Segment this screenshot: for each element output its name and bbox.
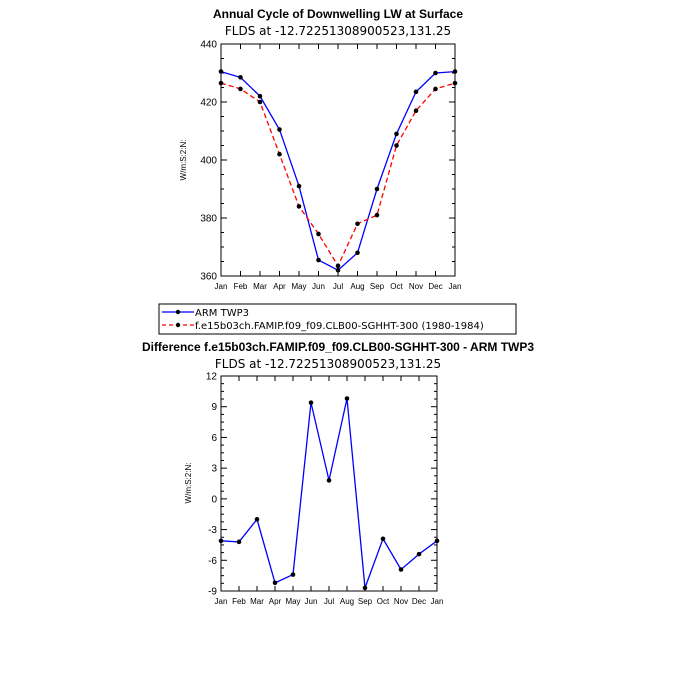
top-chart-xtick-label: Oct xyxy=(390,282,403,291)
top-chart-series-1-point xyxy=(452,80,458,86)
bottom-chart-series-0-point xyxy=(272,580,278,586)
bottom-chart-xtick-label: May xyxy=(285,597,300,606)
top-chart-series-1-point xyxy=(335,263,341,269)
top-chart-series-1-point xyxy=(374,212,380,218)
top-chart-series-0-line xyxy=(220,70,456,271)
legend-label-model: f.e15b03ch.FAMIP.f09_f09.CLB00-SGHHT-300… xyxy=(195,321,484,332)
top-chart-xtick-label: Mar xyxy=(253,282,267,291)
bottom-chart-series-0-point xyxy=(416,551,422,557)
top-chart-xtick-label: Jun xyxy=(312,282,325,291)
top-chart-ytick-label: 420 xyxy=(200,98,217,109)
bottom-chart-xtick-label: Nov xyxy=(394,597,408,606)
legend-marker-model xyxy=(175,322,181,328)
top-chart-ytick-label: 360 xyxy=(200,272,217,283)
top-chart-series-0-point xyxy=(296,183,302,189)
bottom-chart-series-0-point xyxy=(236,539,242,545)
top-chart-series-1-line xyxy=(220,82,456,268)
legend-box xyxy=(158,303,517,335)
top-chart-series-0-point xyxy=(218,69,224,74)
top-chart-xtick-label: Nov xyxy=(409,282,423,291)
top-chart-series-0-point xyxy=(335,267,341,273)
top-chart-series-1-point xyxy=(316,231,321,237)
bottom-chart-xtick-label: Jul xyxy=(324,597,334,606)
bottom-chart-series-0-point xyxy=(434,538,440,544)
top-chart-xtick-label: Aug xyxy=(350,282,364,291)
bottom-chart-frame xyxy=(220,375,438,592)
top-chart-series-1-point xyxy=(238,86,243,92)
bottom-chart-xtick-label: Sep xyxy=(358,597,373,606)
bottom-chart-ytick-label: -6 xyxy=(208,556,217,567)
top-chart-xtick-label: Sep xyxy=(370,282,385,291)
top-chart-series-0-point xyxy=(355,250,360,256)
bottom-chart-series-0-point xyxy=(380,536,386,542)
top-chart-series-0-point xyxy=(277,127,282,132)
top-chart-series-1-point xyxy=(218,80,224,86)
bottom-chart-xtick-label: Oct xyxy=(377,597,390,606)
legend: ARM TWP3 f.e15b03ch.FAMIP.f09_f09.CLB00-… xyxy=(158,303,517,335)
top-chart-series-1-point xyxy=(394,143,399,148)
bottom-chart-ylabel: W/m:S:2:N: xyxy=(184,463,193,504)
bottom-chart-series-0-point xyxy=(344,396,350,401)
top-chart-series-0-point xyxy=(433,70,438,76)
top-chart-series-0-point xyxy=(257,93,263,99)
top-chart-subtitle: FLDS at -12.72251308900523,131.25 xyxy=(225,24,451,38)
bottom-chart-xtick-label: Jan xyxy=(215,597,228,606)
bottom-chart-ytick-label: -3 xyxy=(208,525,217,536)
top-chart-ytick-label: 440 xyxy=(200,40,217,51)
bottom-chart-ytick-label: 6 xyxy=(211,433,217,444)
bottom-chart-xtick-label: Feb xyxy=(232,597,246,606)
top-chart-ytick-label: 380 xyxy=(200,214,217,225)
top-chart-series-0-point xyxy=(374,186,380,192)
top-chart-title: Annual Cycle of Downwelling LW at Surfac… xyxy=(213,7,463,21)
bottom-chart-title: Difference f.e15b03ch.FAMIP.f09_f09.CLB0… xyxy=(142,340,534,354)
top-chart-series-0-point xyxy=(316,257,321,263)
top-chart-xtick-label: Feb xyxy=(234,282,248,291)
top-chart-xtick-label: Dec xyxy=(428,282,442,291)
top-chart-xtick-label: Apr xyxy=(273,282,286,291)
bottom-chart-plot: Jan Feb Mar Apr May Jun Jul Aug Sep Oct Nov Dec Jan-… xyxy=(206,372,444,607)
top-chart-frame xyxy=(220,43,456,277)
top-chart-plot: Jan Feb Mar Apr May Jun Jul Aug Sep Oct Nov Dec Jan3… xyxy=(200,40,461,292)
bottom-chart-series-0-point xyxy=(290,572,296,577)
bottom-chart-ytick-label: 9 xyxy=(211,402,217,413)
top-chart-xtick-label: Jul xyxy=(333,282,343,291)
top-chart-series-1-point xyxy=(277,151,282,157)
bottom-chart-series-0-point xyxy=(308,400,314,405)
legend-label-arm: ARM TWP3 xyxy=(195,308,249,319)
top-chart-series-1-point xyxy=(257,99,263,105)
top-chart-series-1-point xyxy=(355,221,360,227)
bottom-chart-xtick-label: Jan xyxy=(431,597,444,606)
top-chart-series-0-point xyxy=(238,75,243,80)
top-chart-ytick-label: 400 xyxy=(200,156,217,167)
bottom-chart-subtitle: FLDS at -12.72251308900523,131.25 xyxy=(215,357,441,371)
bottom-chart-ytick-label: 0 xyxy=(211,494,217,505)
bottom-chart-ytick-label: 12 xyxy=(206,372,218,383)
top-chart-xtick-label: Jan xyxy=(449,282,462,291)
bottom-chart-series-0-line xyxy=(220,398,438,589)
bottom-chart-xtick-label: Jun xyxy=(305,597,318,606)
bottom-chart-series-0-point xyxy=(218,538,224,544)
bottom-chart-ytick-label: -9 xyxy=(208,587,217,598)
top-chart-series-1-point xyxy=(433,86,438,92)
bottom-chart-xtick-label: Dec xyxy=(412,597,426,606)
bottom-chart-xtick-label: Apr xyxy=(269,597,282,606)
top-chart-series-0-point xyxy=(394,131,399,137)
legend-marker-arm xyxy=(175,309,181,315)
bottom-chart-xtick-label: Aug xyxy=(340,597,354,606)
top-chart-xtick-label: May xyxy=(291,282,306,291)
bottom-chart-series-0-point xyxy=(326,478,332,483)
top-chart-series-1-point xyxy=(413,108,419,113)
bottom-chart-ytick-label: 3 xyxy=(211,464,217,475)
bottom-chart-xtick-label: Mar xyxy=(250,597,264,606)
bottom-chart-series-0-point xyxy=(398,567,404,572)
top-chart-series-0-point xyxy=(452,69,458,74)
bottom-chart-series-0-point xyxy=(362,585,368,591)
top-chart-series-0-point xyxy=(413,89,419,95)
top-chart-series-1-point xyxy=(296,204,302,209)
top-chart-ylabel: W/m:S:2:N: xyxy=(179,140,188,181)
top-chart-xtick-label: Jan xyxy=(215,282,228,291)
bottom-chart-series-0-point xyxy=(254,517,260,522)
